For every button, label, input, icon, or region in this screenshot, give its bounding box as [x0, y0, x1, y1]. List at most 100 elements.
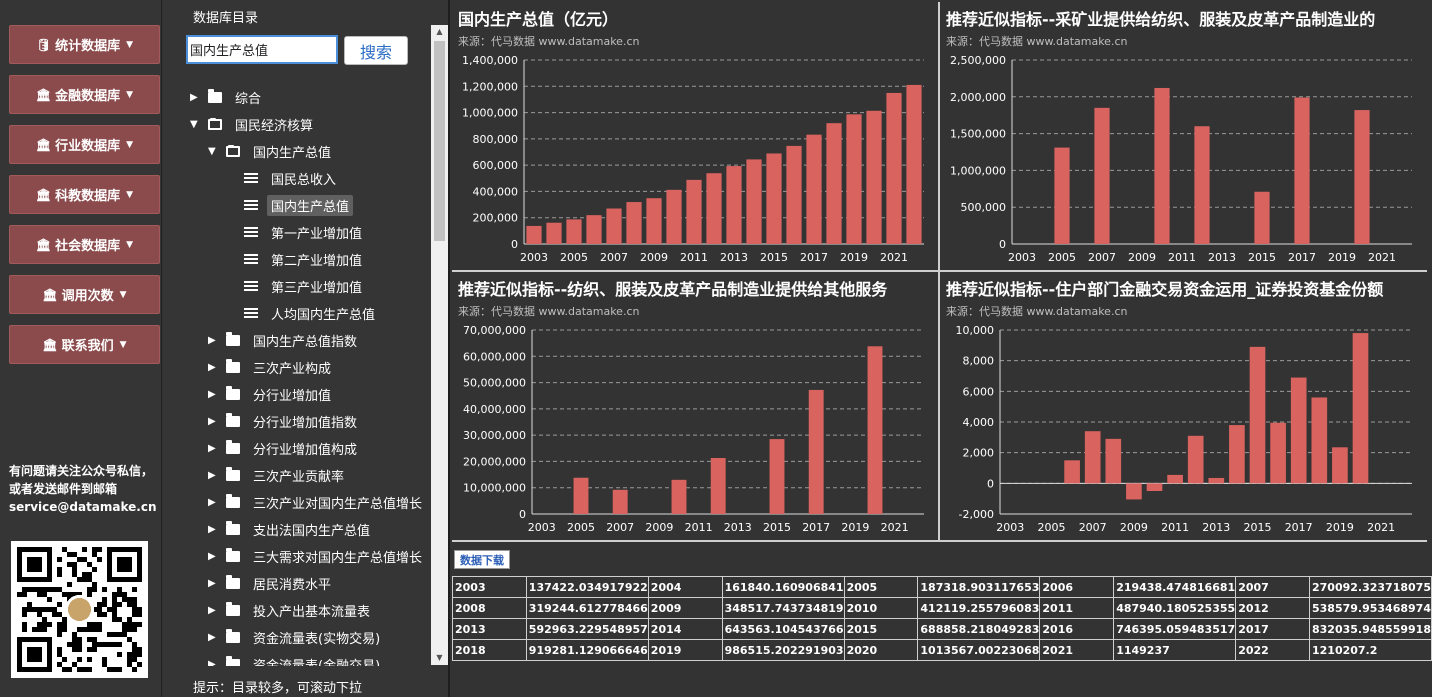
tree-node[interactable]: ▶ 三次产业构成	[208, 356, 331, 378]
bar	[1064, 460, 1080, 484]
catalog-scrollbar[interactable]: ▲ ▼	[431, 25, 448, 665]
bar	[1208, 477, 1225, 484]
tree-node[interactable]: 国民总收入	[226, 167, 336, 189]
tree-node[interactable]: 第三产业增加值	[226, 275, 362, 297]
tree-node[interactable]: 第二产业增加值	[226, 248, 362, 270]
bar	[1054, 147, 1070, 244]
x-tick-label: 2009	[645, 521, 673, 534]
table-row: 2003 137422.034917922 2004 161840.160906841…	[452, 576, 1432, 598]
x-tick-label: 2011	[685, 521, 713, 534]
tree-node[interactable]: ▶ 分行业增加值	[208, 383, 331, 405]
y-tick-label: 800,000	[473, 133, 519, 146]
table-cell-value: 161840.160906841	[721, 576, 845, 598]
tree-node[interactable]: ▶ 综合	[190, 86, 261, 108]
nav-button-0[interactable]: 🛢 统计数据库 ▼	[9, 25, 160, 64]
search-button[interactable]: 搜索	[344, 36, 408, 65]
folder-icon	[226, 358, 240, 373]
caret-down-icon: ▼	[126, 39, 134, 50]
scroll-down-icon[interactable]: ▼	[436, 653, 443, 662]
x-tick-label: 2003	[1008, 251, 1036, 264]
tree-node[interactable]: 人均国内生产总值	[226, 302, 375, 324]
nav-button-6[interactable]: 🏛 联系我们 ▼	[9, 325, 160, 364]
y-tick-label: 2,500,000	[950, 54, 1006, 67]
tree-node[interactable]: ▶ 三次产业贡献率	[208, 464, 344, 486]
scrollbar-thumb[interactable]	[434, 41, 445, 241]
nav-button-1[interactable]: 🏛 金融数据库 ▼	[9, 75, 160, 114]
bar	[769, 439, 785, 514]
bank-icon: 🏛	[35, 237, 52, 252]
table-cell-year: 2003	[452, 576, 527, 598]
tree-node-label: 国内生产总值	[267, 194, 354, 216]
bar	[1167, 474, 1183, 484]
tree-node[interactable]: 国内生产总值	[226, 194, 354, 216]
catalog-hint: 提示：目录较多，可滚动下拉	[193, 681, 363, 696]
bar	[546, 222, 562, 244]
chart-divider	[452, 540, 1427, 542]
tree-node[interactable]: ▶ 居民消费水平	[208, 572, 331, 594]
nav-button-5[interactable]: 🏛 调用次数 ▼	[9, 275, 160, 314]
folder-icon	[226, 520, 240, 535]
nav-button-4[interactable]: 🏛 社会数据库 ▼	[9, 225, 160, 264]
bar	[726, 166, 742, 244]
list-icon	[244, 308, 258, 318]
tree-node[interactable]: 第一产业增加值	[226, 221, 362, 243]
nav-button-label: 社会数据库	[55, 239, 121, 254]
tree-node[interactable]: ▼ 国民经济核算	[190, 113, 313, 135]
chart-title: 推荐近似指标--纺织、服装及皮革产品制造业提供给其他服务	[458, 280, 888, 299]
tree-node[interactable]: ▶ 三大需求对国内生产总值增长	[208, 545, 422, 567]
bar	[786, 145, 802, 244]
x-tick-label: 2003	[520, 251, 548, 264]
bar	[606, 208, 622, 244]
x-tick-label: 2019	[1326, 521, 1354, 534]
x-tick-label: 2013	[1202, 521, 1230, 534]
table-cell-year: 2012	[1235, 597, 1310, 619]
search-input[interactable]	[186, 35, 338, 64]
chart-title: 推荐近似指标--采矿业提供给纺织、服装及皮革产品制造业的	[946, 10, 1376, 29]
table-cell-year: 2007	[1235, 576, 1310, 598]
nav-button-label: 联系我们	[61, 339, 114, 354]
y-tick-label: 0	[511, 238, 518, 251]
bar	[1084, 431, 1101, 484]
x-tick-label: 2013	[1208, 251, 1236, 264]
tree-node[interactable]: ▶ 三次产业对国内生产总值增长	[208, 491, 422, 513]
bar	[1290, 377, 1307, 484]
tree-node[interactable]: ▶ 投入产出基本流量表	[208, 599, 370, 621]
caret-down-icon: ▼	[126, 89, 134, 100]
download-button[interactable]: 数据下载	[454, 550, 510, 569]
tree-node[interactable]: ▶ 分行业增加值构成	[208, 437, 357, 459]
bar	[612, 489, 628, 514]
table-cell-value: 592963.229548957	[525, 618, 649, 640]
tree-node[interactable]: ▶ 国内生产总值指数	[208, 329, 357, 351]
tree-node[interactable]: ▶ 资金流量表(金融交易)	[208, 653, 380, 666]
caret-right-icon: ▶	[190, 91, 198, 103]
tree-node[interactable]: ▼ 国内生产总值	[208, 140, 331, 162]
x-tick-label: 2015	[760, 251, 788, 264]
bar	[886, 92, 902, 244]
bar	[866, 110, 882, 245]
table-row: 2008 319244.612778466 2009 348517.743734819…	[452, 597, 1432, 619]
x-tick-label: 2017	[800, 251, 828, 264]
tree-node[interactable]: ▶ 分行业增加值指数	[208, 410, 357, 432]
y-tick-label: 500,000	[961, 201, 1007, 214]
table-cell-value: 919281.129066646	[525, 639, 649, 661]
table-cell-value: 746395.059483517	[1113, 618, 1237, 640]
caret-right-icon: ▶	[208, 388, 216, 400]
nav-button-3[interactable]: 🏛 科教数据库 ▼	[9, 175, 160, 214]
x-tick-label: 2007	[1079, 521, 1107, 534]
x-tick-label: 2011	[680, 251, 708, 264]
scroll-up-icon[interactable]: ▲	[436, 27, 443, 36]
x-tick-label: 2013	[724, 521, 752, 534]
table-cell-year: 2010	[843, 597, 919, 619]
table-cell-value: 137422.034917922	[525, 576, 649, 598]
folder-icon	[208, 88, 222, 103]
tree-node-label: 国内生产总值	[253, 145, 332, 161]
y-tick-label: 1,200,000	[462, 80, 518, 93]
tree-node[interactable]: ▶ 资金流量表(实物交易)	[208, 626, 380, 648]
caret-down-icon: ▼	[126, 139, 134, 150]
chart-household: -2,000 0 2,000 4,000 6,000 8,000 10,000 2003 200…	[940, 272, 1427, 540]
folder-icon	[226, 331, 240, 346]
tree-node[interactable]: ▶ 支出法国内生产总值	[208, 518, 370, 540]
nav-button-2[interactable]: 🏛 行业数据库 ▼	[9, 125, 160, 164]
table-cell-value: 688858.218049283	[917, 618, 1041, 640]
chart-source: 来源：代马数据 www.datamake.cn	[946, 305, 1128, 318]
